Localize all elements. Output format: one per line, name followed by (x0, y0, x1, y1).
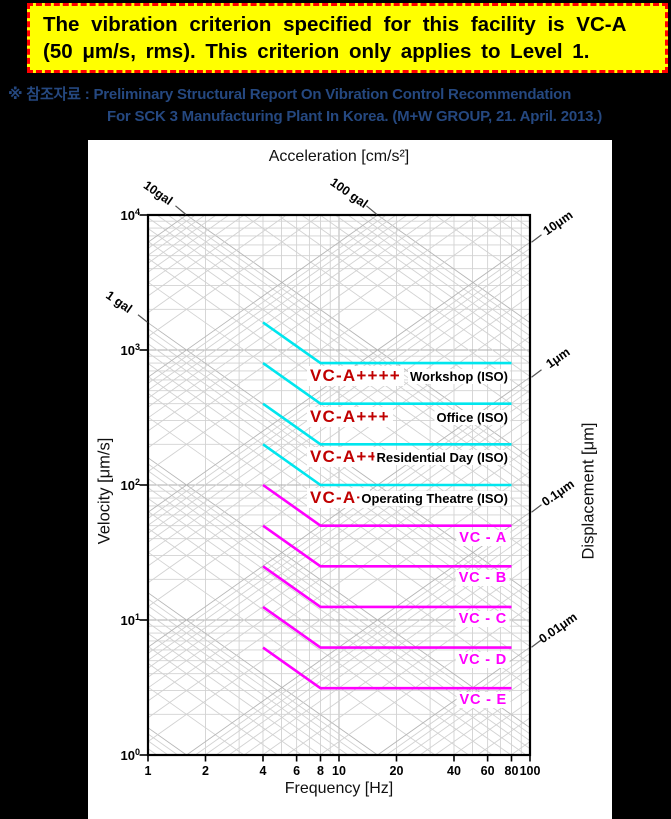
y-tick-label: 100 (120, 746, 140, 764)
x-tick-label: 4 (259, 764, 267, 778)
x-tick-label: 40 (447, 764, 461, 778)
vc-curve-name-label: VC-A++++ (307, 366, 404, 387)
vc-curve (262, 646, 512, 690)
vc-curve (262, 443, 512, 487)
vc-curve-name-label: VC-A+++ (307, 406, 393, 427)
y-tick-label: 103 (120, 341, 140, 359)
vc-curve-name-label: VC - D (455, 651, 510, 668)
vc-curve-name-label: VC - E (456, 692, 510, 709)
leader-lines (137, 205, 542, 648)
vc-curve (262, 321, 512, 365)
vc-curve (262, 483, 512, 527)
x-tick-label: 10 (332, 764, 346, 778)
vc-curve-name-label: VC - B (455, 570, 510, 587)
banner-text-line2: (50 μm/s, rms). This criterion only appl… (43, 40, 590, 63)
x-tick-label: 20 (389, 764, 404, 778)
x-tick-label: 60 (480, 764, 495, 778)
vibration-criterion-banner: The vibration criterion specified for th… (27, 3, 668, 73)
y-tick-label: 102 (120, 476, 140, 494)
grid-lines (148, 215, 530, 755)
x-tick-label: 1 (144, 764, 152, 778)
vc-curve (262, 605, 512, 649)
reference-line2: For SCK 3 Manufacturing Plant In Korea. … (107, 107, 603, 125)
vc-curve (262, 565, 512, 609)
chart-canvas (137, 205, 542, 762)
vc-curve (262, 362, 512, 406)
x-tick-label: 2 (202, 764, 209, 778)
vc-curve (262, 524, 512, 568)
iso-curve-name-label: Office (ISO) (434, 409, 510, 425)
x-tick-label: 8 (317, 764, 324, 778)
vc-criteria-chart: Acceleration [cm/s²] Frequency [Hz] Velo… (88, 140, 612, 819)
vc-curve-name-label: VC - C (455, 610, 510, 627)
frequency-axis-title: Frequency [Hz] (284, 780, 394, 797)
vc-curve-name-label: VC-A+ (307, 488, 371, 508)
vc-curve-name-label: VC - A (456, 529, 510, 546)
y-tick-label: 101 (120, 611, 140, 629)
x-tick-label: 80 (504, 764, 519, 778)
iso-curve-name-label: Residential Day (ISO) (374, 450, 510, 466)
vc-curves (262, 321, 512, 690)
iso-curve-name-label: Operating Theatre (ISO) (359, 491, 510, 506)
x-tick-label: 100 (519, 764, 541, 778)
vc-curve-name-label: VC-A++ (307, 447, 382, 468)
vc-curve (262, 402, 512, 446)
reference-line1: ※ 참조자료 : Preliminary Structural Report O… (8, 86, 572, 103)
banner-text-line1: The vibration criterion specified for th… (43, 13, 627, 36)
x-tick-label: 6 (293, 764, 301, 778)
axis-ticks (139, 214, 531, 762)
reference-note: ※ 참조자료 : Preliminary Structural Report O… (8, 84, 602, 127)
acceleration-axis-title: Acceleration [cm/s²] (268, 148, 410, 165)
y-tick-label: 104 (120, 206, 140, 224)
iso-curve-name-label: Workshop (ISO) (408, 369, 510, 385)
